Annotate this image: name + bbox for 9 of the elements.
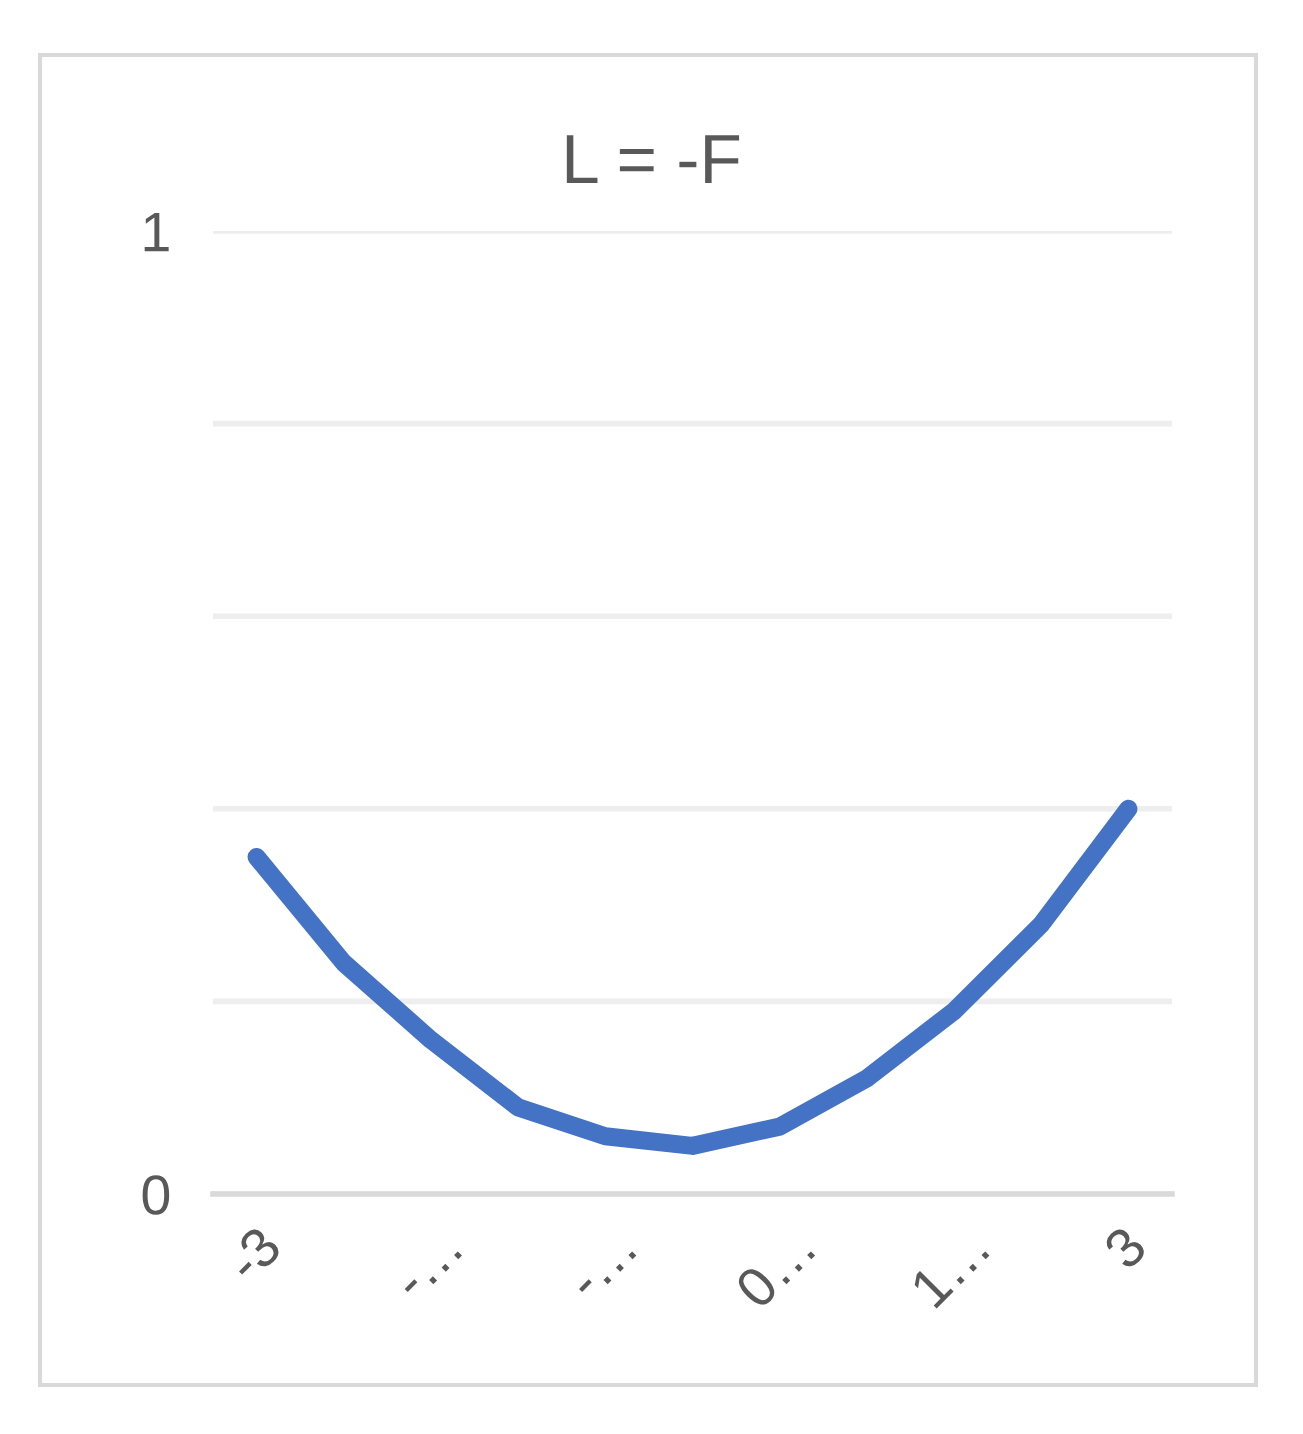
chart-title: L = -F — [566, 135, 740, 183]
x-tick-label: 1… — [909, 1228, 990, 1309]
y-tick-label: 0 — [142, 1175, 170, 1215]
x-tick-label: 3 — [1101, 1224, 1149, 1271]
y-tick-label: 1 — [144, 212, 169, 252]
x-tick-label: -3 — [223, 1224, 283, 1284]
x-tick-label: -… — [579, 1243, 637, 1301]
x-tick-label: 0… — [733, 1228, 816, 1311]
x-tick-label: -… — [404, 1243, 462, 1301]
